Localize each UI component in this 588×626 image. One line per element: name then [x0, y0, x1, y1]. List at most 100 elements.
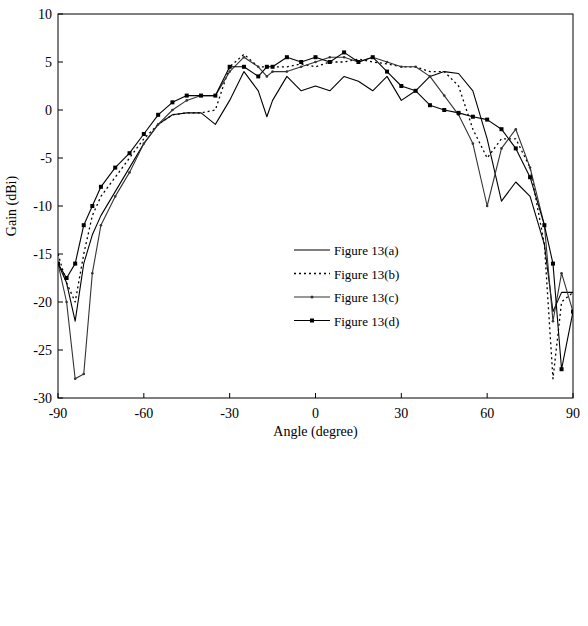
- series-marker: [171, 109, 174, 112]
- series-marker: [299, 60, 303, 64]
- series-marker: [414, 89, 418, 93]
- legend-marker: [311, 296, 314, 299]
- series-marker: [73, 262, 77, 266]
- series-marker: [271, 70, 274, 73]
- x-tick: [315, 393, 316, 398]
- series-marker: [300, 66, 303, 69]
- series-marker: [552, 320, 555, 323]
- series-marker: [457, 111, 461, 115]
- legend-label: Figure 13(d): [334, 314, 399, 329]
- series-marker: [82, 223, 86, 227]
- y-axis-title: Gain (dBi): [4, 176, 20, 237]
- y-tick: [58, 398, 63, 399]
- series-marker: [529, 166, 532, 169]
- series-marker: [128, 171, 131, 174]
- x-tick: [401, 393, 402, 398]
- series-marker: [74, 378, 77, 381]
- series-marker: [242, 65, 246, 69]
- series-marker: [265, 65, 269, 69]
- legend-line: [294, 249, 330, 250]
- series-marker: [199, 94, 203, 98]
- series-marker: [414, 66, 417, 69]
- series-marker: [329, 56, 332, 59]
- series-marker: [213, 94, 217, 98]
- x-tick: [143, 393, 144, 398]
- series-marker: [128, 151, 132, 155]
- x-tick-label: -60: [134, 406, 153, 421]
- series-group: [58, 50, 573, 380]
- series-marker: [185, 94, 189, 98]
- series-marker: [443, 94, 446, 97]
- y-tick-label: -5: [40, 151, 52, 166]
- series-marker: [514, 128, 517, 131]
- series-marker: [91, 272, 94, 275]
- series-marker: [228, 70, 231, 73]
- series-marker: [371, 55, 375, 59]
- y-tick: [58, 62, 63, 63]
- series-marker: [113, 166, 117, 170]
- series-marker: [429, 75, 432, 78]
- y-tick-label: -15: [33, 247, 52, 262]
- series-marker: [528, 175, 532, 179]
- legend-line: [294, 273, 330, 274]
- series-marker: [371, 56, 374, 59]
- series-marker: [82, 373, 85, 376]
- series-marker: [266, 75, 269, 78]
- series-marker: [257, 66, 260, 69]
- series-marker: [471, 115, 475, 119]
- x-tick: [229, 393, 230, 398]
- series-marker: [386, 61, 389, 64]
- legend-line: [294, 296, 330, 297]
- series-line: [58, 72, 573, 322]
- y-tick-label: 0: [45, 103, 52, 118]
- series-marker: [200, 94, 203, 97]
- series-marker: [356, 60, 360, 64]
- y-tick: [58, 350, 63, 351]
- y-tick: [58, 206, 63, 207]
- series-marker: [65, 301, 68, 304]
- x-tick: [573, 393, 574, 398]
- x-tick-label: 90: [566, 406, 580, 421]
- series-marker: [314, 61, 317, 64]
- legend-label: Figure 13(b): [334, 267, 399, 282]
- legend: Figure 13(a) Figure 13(b) Figure 13(c) Figu…: [294, 243, 399, 329]
- series-marker: [286, 70, 289, 73]
- y-tick: [58, 14, 63, 15]
- series-marker: [485, 118, 489, 122]
- series-marker: [572, 310, 573, 313]
- x-tick-label: 60: [480, 406, 494, 421]
- x-tick: [58, 393, 59, 398]
- y-tick-label: -25: [33, 343, 52, 358]
- x-axis-title: Angle (degree): [273, 424, 358, 440]
- legend-label: Figure 13(a): [334, 243, 399, 258]
- series-marker: [486, 205, 489, 208]
- series-marker: [157, 123, 160, 126]
- series-marker: [143, 142, 146, 145]
- plot-frame: [58, 14, 573, 398]
- series-marker: [543, 224, 546, 227]
- series-marker: [65, 276, 69, 280]
- y-tick-label: 5: [45, 55, 52, 70]
- y-tick: [58, 302, 63, 303]
- series-line: [58, 52, 573, 369]
- series-marker: [571, 310, 573, 314]
- series-marker: [99, 185, 103, 189]
- series-marker: [170, 100, 174, 104]
- legend-marker: [310, 319, 314, 323]
- series-line: [58, 57, 573, 379]
- legend-label: Figure 13(c): [334, 290, 399, 305]
- series-marker: [499, 127, 503, 131]
- chart: -30-25-20-15-10-50510-90-60-300306090Ang…: [0, 0, 588, 626]
- x-tick-label: -90: [49, 406, 68, 421]
- series-marker: [58, 262, 60, 266]
- series-marker: [357, 61, 360, 64]
- series-marker: [243, 56, 246, 59]
- series-marker: [542, 223, 546, 227]
- series-marker: [500, 147, 503, 150]
- series-marker: [342, 50, 346, 54]
- series-marker: [399, 84, 403, 88]
- series-marker: [385, 70, 389, 74]
- series-marker: [551, 262, 555, 266]
- x-tick-label: 30: [394, 406, 408, 421]
- series-marker: [256, 74, 260, 78]
